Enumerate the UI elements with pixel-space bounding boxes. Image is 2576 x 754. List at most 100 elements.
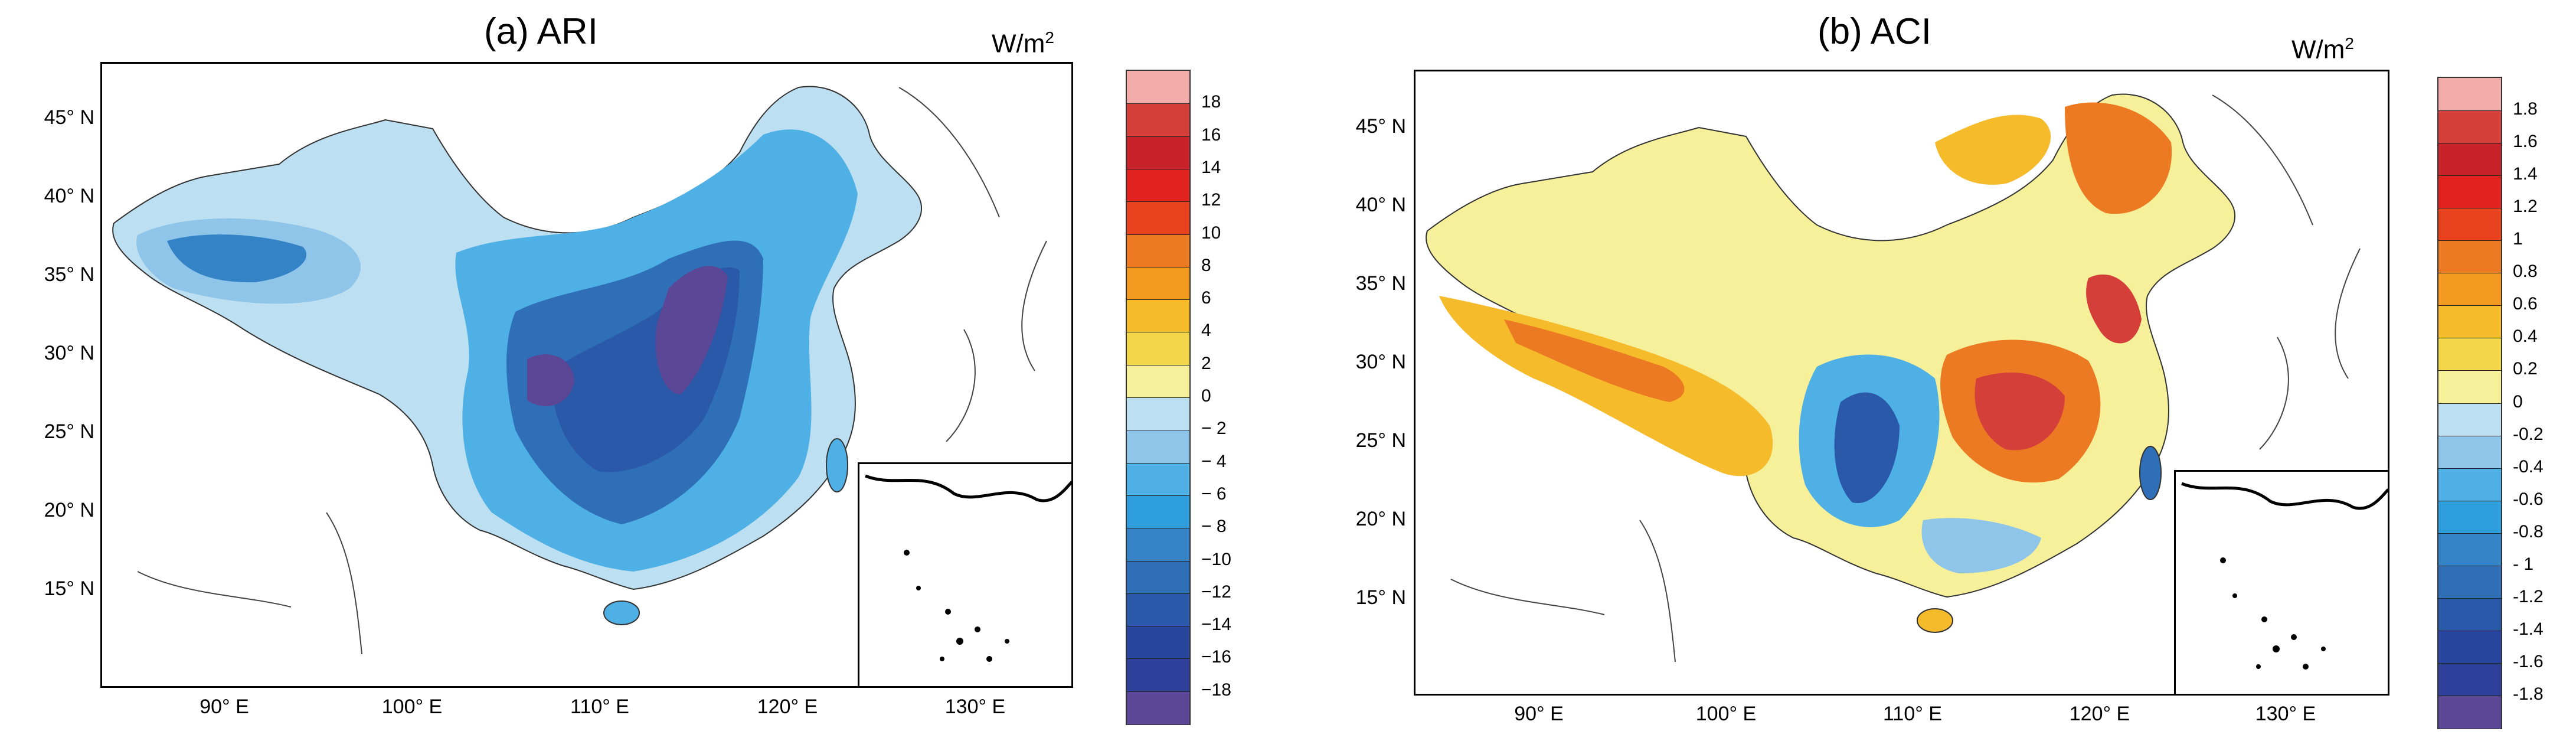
lat-tick: 45° N — [44, 106, 94, 129]
colorbar-label: 1.4 — [2513, 164, 2538, 184]
colorbar-swatch — [1127, 560, 1189, 595]
colorbar-swatch — [2438, 240, 2501, 274]
panel-title: (b) ACI — [1817, 11, 1931, 52]
colorbar-label: − 8 — [1201, 517, 1227, 537]
colorbar-swatch — [2438, 403, 2501, 437]
colorbar-label: 1.2 — [2513, 197, 2538, 217]
lat-tick: 45° N — [1355, 115, 1406, 138]
colorbar-label: 4 — [1201, 321, 1211, 341]
lat-tick: 20° N — [44, 499, 94, 521]
colorbar-swatch — [2438, 435, 2501, 469]
colorbar-swatch — [2438, 630, 2501, 664]
colorbar-label: -1.6 — [2513, 651, 2544, 671]
colorbar-swatch — [1127, 201, 1189, 235]
colorbar-label: −18 — [1201, 680, 1231, 700]
colorbar-label: 12 — [1201, 190, 1221, 210]
map-aci — [1414, 70, 2389, 696]
colorbar-label: 0 — [1201, 386, 1211, 406]
colorbar-label: 10 — [1201, 223, 1221, 243]
panel-title: (a) ARI — [484, 11, 598, 52]
lat-tick: 20° N — [1355, 508, 1406, 530]
colorbar-label: 0.6 — [2513, 294, 2538, 314]
colorbar-swatch — [2438, 305, 2501, 339]
colorbar-label: − 6 — [1201, 484, 1227, 504]
colorbar-label: -1.2 — [2513, 586, 2544, 606]
colorbar-swatch — [2438, 565, 2501, 599]
lon-tick: 110° E — [570, 696, 629, 718]
colorbar-swatch — [2438, 208, 2501, 241]
panel-aci: (b) ACI W/m2 — [1288, 0, 2576, 754]
south-china-sea-inset — [858, 462, 1071, 686]
lat-tick: 35° N — [44, 263, 94, 286]
colorbar-swatch — [1127, 364, 1189, 399]
colorbar-swatch — [2438, 598, 2501, 632]
colorbar-label: 0 — [2513, 391, 2523, 412]
colorbar-label: 18 — [1201, 92, 1221, 112]
colorbar-swatch — [2438, 468, 2501, 502]
unit-label: W/m2 — [992, 28, 1054, 58]
colorbar-swatch — [1127, 593, 1189, 627]
colorbar-swatch — [2438, 143, 2501, 177]
colorbar-label: -0.2 — [2513, 424, 2544, 444]
colorbar-ari — [1126, 70, 1191, 725]
colorbar-swatch — [2438, 273, 2501, 306]
lon-tick: 100° E — [381, 696, 443, 718]
lat-tick: 35° N — [1355, 272, 1406, 295]
colorbar-label: − 4 — [1201, 451, 1227, 471]
colorbar-label: -1.4 — [2513, 619, 2544, 639]
colorbar-label: −14 — [1201, 615, 1231, 635]
lat-tick: 30° N — [44, 342, 94, 364]
colorbar-swatch — [1127, 332, 1189, 366]
colorbar-label: 1.8 — [2513, 99, 2538, 119]
colorbar-label: 0.2 — [2513, 359, 2538, 379]
colorbar-label: −16 — [1201, 647, 1231, 667]
colorbar-swatch — [2438, 500, 2501, 534]
colorbar-swatch — [2438, 78, 2501, 111]
colorbar-label: − 2 — [1201, 419, 1227, 439]
colorbar-swatch — [1127, 528, 1189, 562]
colorbar-swatch — [2438, 110, 2501, 144]
colorbar-label: 0.8 — [2513, 262, 2538, 282]
colorbar-label: 8 — [1201, 255, 1211, 275]
lat-tick: 40° N — [1355, 194, 1406, 216]
colorbar-swatch — [1127, 691, 1189, 725]
colorbar-swatch — [2438, 175, 2501, 209]
colorbar-swatch — [1127, 626, 1189, 660]
colorbar-label: -0.4 — [2513, 456, 2544, 476]
lat-tick: 30° N — [1355, 351, 1406, 373]
colorbar-label: 16 — [1201, 125, 1221, 145]
lon-tick: 90° E — [200, 696, 249, 718]
colorbar-swatch — [1127, 397, 1189, 431]
lat-tick: 40° N — [44, 185, 94, 207]
colorbar-label: 6 — [1201, 288, 1211, 308]
colorbar-swatch — [1127, 136, 1189, 170]
colorbar-label: 0.4 — [2513, 327, 2538, 347]
colorbar-swatch — [2438, 662, 2501, 697]
colorbar-swatch — [2438, 370, 2501, 404]
lon-tick: 100° E — [1695, 703, 1757, 725]
south-china-sea-inset — [2174, 470, 2388, 694]
map-ari-field — [112, 86, 1047, 655]
colorbar-label: −10 — [1201, 549, 1231, 569]
lon-tick: 130° E — [2255, 703, 2316, 725]
colorbar-swatch — [1127, 658, 1189, 693]
colorbar-label: - 1 — [2513, 554, 2534, 574]
lat-tick: 25° N — [44, 420, 94, 443]
lon-tick: 120° E — [2069, 703, 2130, 725]
lon-tick: 90° E — [1514, 703, 1564, 725]
colorbar-label: 1 — [2513, 229, 2523, 249]
colorbar-aci — [2437, 77, 2502, 729]
map-ari — [100, 62, 1073, 688]
colorbar-swatch — [1127, 430, 1189, 464]
colorbar-swatch — [1127, 299, 1189, 333]
colorbar-swatch — [1127, 234, 1189, 268]
colorbar-label: −12 — [1201, 582, 1231, 602]
colorbar-swatch — [2438, 695, 2501, 729]
lat-tick: 25° N — [1355, 429, 1406, 452]
lat-tick: 15° N — [44, 577, 94, 600]
lon-tick: 120° E — [757, 696, 818, 718]
colorbar-swatch — [1127, 462, 1189, 497]
colorbar-swatch — [1127, 71, 1189, 104]
colorbar-swatch — [2438, 338, 2501, 371]
lon-tick: 130° E — [944, 696, 1006, 718]
